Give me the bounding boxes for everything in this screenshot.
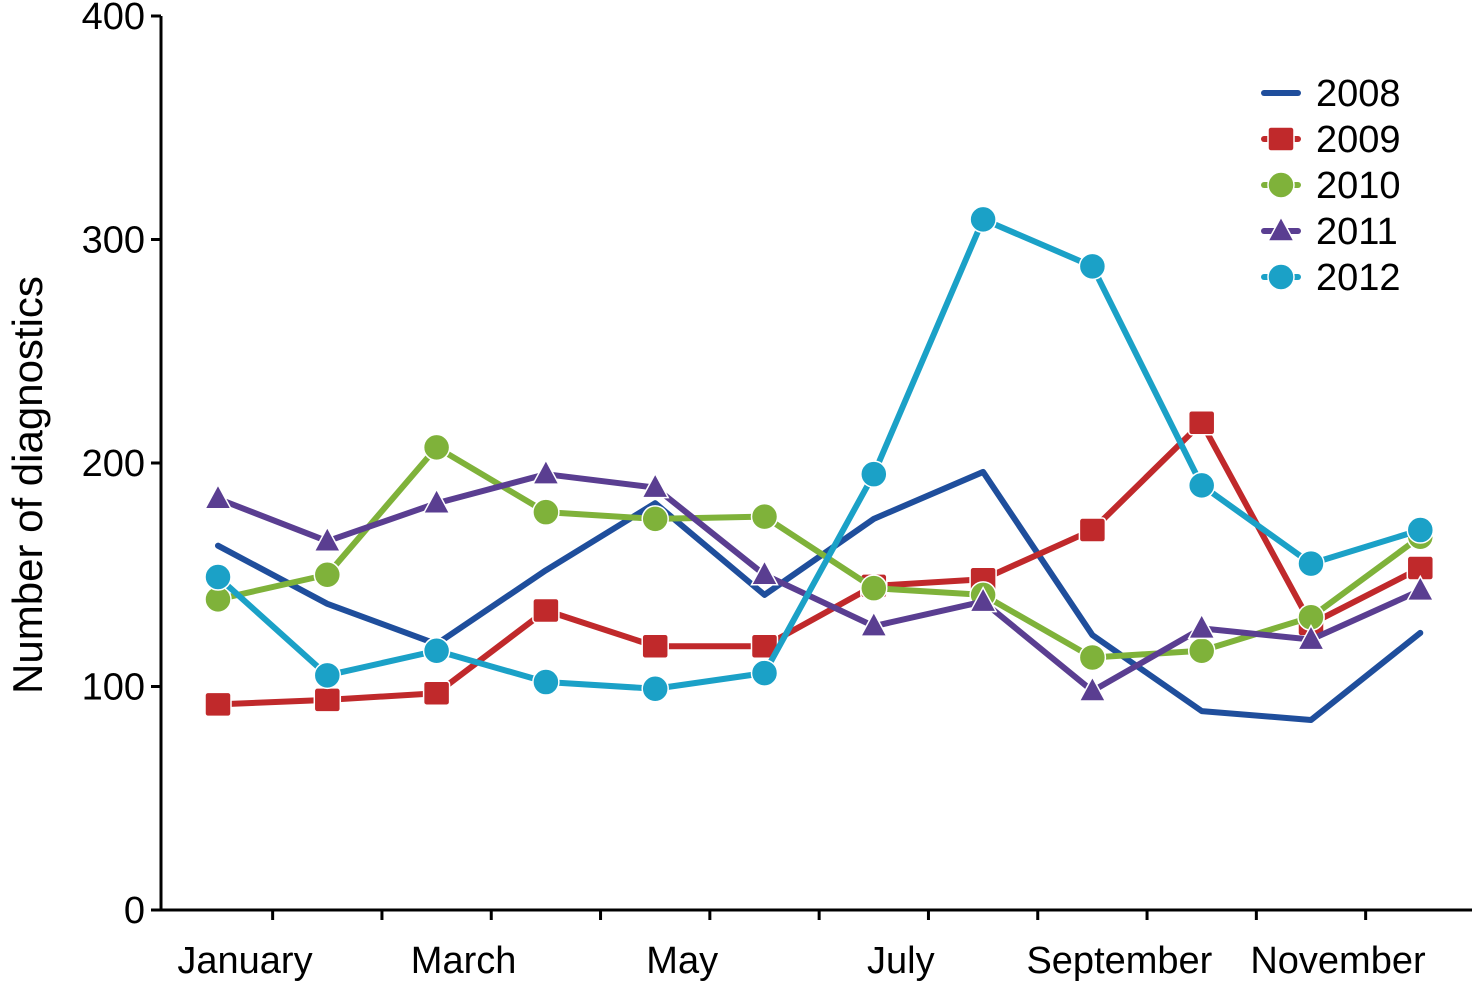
data-point-2012 (1187, 471, 1216, 500)
data-point-2009 (204, 691, 232, 718)
data-point-2012 (313, 661, 342, 690)
series-layer (203, 205, 1435, 724)
data-point-2012 (1297, 549, 1325, 578)
x-tick-label: November (1250, 940, 1426, 982)
series-line-2010 (215, 444, 1424, 661)
y-tick-label: 300 (82, 220, 145, 262)
data-point-2009 (532, 597, 560, 624)
data-point-2009 (422, 680, 451, 706)
series-line-2008 (215, 468, 1424, 724)
data-point-2012 (969, 205, 997, 234)
data-point-2011 (968, 585, 998, 613)
data-point-2009 (1187, 410, 1216, 436)
legend-item-2008: 2008 (1261, 73, 1401, 115)
data-point-2010 (422, 433, 451, 462)
series-line-2011 (215, 471, 1424, 694)
legend-label: 2009 (1316, 119, 1401, 161)
legend-swatch-marker (1266, 215, 1296, 242)
series-2011 (203, 458, 1435, 702)
data-point-2012 (750, 659, 779, 687)
x-tick-label: September (1026, 940, 1212, 982)
series-2008 (215, 468, 1424, 724)
y-tick-label: 0 (124, 890, 145, 932)
data-point-2011 (1078, 675, 1107, 702)
data-point-2011 (859, 610, 889, 637)
x-tick-label: May (646, 940, 718, 982)
data-point-2009 (641, 633, 669, 660)
data-point-2011 (750, 559, 779, 586)
data-point-2011 (531, 458, 561, 485)
data-point-2012 (641, 674, 669, 703)
legend-item-2012: 2012 (1261, 257, 1401, 299)
legend-swatch-marker (1267, 126, 1295, 152)
data-point-2011 (640, 472, 670, 499)
data-point-2011 (1296, 623, 1326, 651)
x-tick-label: March (411, 940, 517, 982)
data-point-2009 (313, 687, 342, 713)
data-point-2011 (313, 525, 342, 552)
data-point-2010 (860, 574, 888, 602)
data-point-2011 (203, 483, 233, 510)
data-point-2010 (750, 502, 779, 531)
x-tick-label: July (867, 940, 935, 982)
data-point-2012 (1078, 252, 1107, 281)
data-point-2010 (641, 505, 669, 533)
legend-label: 2011 (1316, 211, 1398, 253)
data-point-2010 (1187, 636, 1216, 665)
legend-item-2009: 2009 (1261, 119, 1401, 161)
series-2010 (204, 433, 1435, 672)
legend-label: 2010 (1316, 165, 1401, 207)
data-point-2010 (1078, 643, 1107, 672)
y-tick-label: 200 (82, 443, 145, 485)
data-point-2012 (532, 668, 560, 696)
data-point-2009 (1078, 517, 1107, 543)
legend-swatch-marker (1267, 171, 1295, 199)
data-point-2012 (422, 636, 451, 665)
legend-swatch-marker (1267, 263, 1295, 291)
data-point-2011 (1406, 574, 1435, 602)
data-point-2012 (860, 460, 888, 488)
data-point-2011 (1187, 612, 1216, 640)
data-point-2010 (532, 498, 560, 526)
data-point-2011 (422, 487, 451, 514)
series-line-2009 (215, 419, 1424, 708)
legend-label: 2008 (1316, 73, 1401, 115)
x-axis-ticks: January March May July September November (177, 910, 1426, 982)
y-axis-ticks: 0 100 200 300 400 (82, 0, 161, 932)
series-line-2012 (215, 216, 1424, 692)
data-point-2012 (1406, 516, 1435, 544)
series-2012 (204, 205, 1435, 703)
x-tick-label: January (177, 940, 312, 982)
data-point-2012 (204, 563, 232, 591)
data-point-2010 (313, 561, 342, 589)
legend-item-2010: 2010 (1261, 165, 1401, 207)
legend-label: 2012 (1316, 257, 1401, 299)
legend-item-2011: 2011 (1261, 211, 1398, 253)
y-tick-label: 400 (82, 0, 145, 38)
y-tick-label: 100 (82, 667, 145, 709)
y-axis-title: Number of diagnostics (4, 276, 51, 694)
series-2009 (204, 410, 1435, 718)
